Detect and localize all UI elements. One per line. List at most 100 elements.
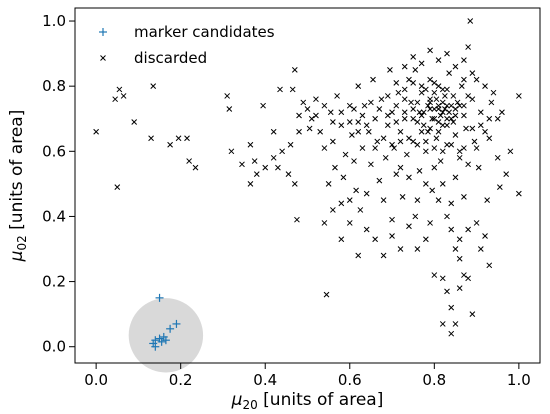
data-point-discarded [461,272,467,278]
data-point-discarded [363,226,370,233]
data-point-discarded [317,128,324,135]
data-point-discarded [410,115,417,122]
data-point-discarded [401,86,408,93]
data-point-discarded [439,148,446,155]
data-point-discarded [304,106,311,112]
data-point-discarded [494,154,501,161]
data-point-discarded [397,138,404,145]
data-point-discarded [346,220,353,226]
data-point-discarded [338,200,345,207]
data-point-discarded [186,158,192,164]
data-point-discarded [450,93,457,99]
data-point-discarded [444,115,450,122]
data-point-discarded [486,135,493,142]
data-point-discarded [452,174,459,181]
data-point-discarded [439,275,446,282]
data-point-discarded [342,151,349,158]
y-tick-label: 1.0 [42,12,66,30]
data-point-discarded [452,106,459,112]
data-point-discarded [393,80,400,86]
data-point-discarded [425,102,431,109]
data-point-discarded [401,109,408,116]
data-point-discarded [410,106,417,112]
data-point-discarded [414,246,421,252]
data-point-discarded [418,83,425,90]
highlight-circle [128,298,204,373]
data-point-discarded [397,246,404,252]
data-point-discarded [363,190,370,197]
data-point-discarded [387,67,393,73]
data-point-discarded [488,99,495,106]
data-point-discarded [454,99,461,106]
data-point-discarded [247,181,254,187]
data-point-discarded [420,122,427,129]
data-point-discarded [482,128,488,135]
data-point-discarded [418,89,425,96]
data-point-discarded [442,106,448,112]
data-point-discarded [389,216,395,223]
data-point-discarded [325,181,332,187]
legend-marker-candidates-symbol [99,28,107,36]
data-point-discarded [427,125,433,132]
data-point-discarded [456,236,463,243]
data-point-discarded [465,93,471,99]
data-point-marker-candidate [157,337,166,346]
data-point-discarded [363,122,370,129]
y-tick-label: 0.6 [42,142,66,160]
data-point-discarded [226,106,233,112]
data-point-discarded [461,76,467,83]
data-point-discarded [439,181,446,187]
data-point-discarded [439,99,446,106]
data-point-marker-candidate [166,324,175,333]
data-point-discarded [469,96,476,103]
data-point-discarded [439,321,446,327]
data-point-discarded [406,174,412,181]
data-point-discarded [482,83,488,90]
data-point-discarded [308,115,315,122]
legend-label-marker-candidates: marker candidates [134,23,275,41]
data-point-discarded [401,115,408,122]
data-point-discarded [93,128,99,135]
data-point-discarded [391,145,398,151]
data-point-discarded [346,197,353,204]
data-point-discarded [431,106,438,112]
data-point-discarded [397,128,404,135]
data-point-discarded [431,164,438,171]
data-point-discarded [448,115,455,122]
data-point-discarded [437,158,444,164]
data-point-discarded [359,112,366,119]
data-point-discarded [346,102,353,109]
data-point-discarded [427,220,433,226]
data-point-discarded [131,119,138,125]
data-point-discarded [289,86,296,93]
data-point-discarded [465,161,471,168]
data-point-discarded [446,109,452,116]
data-point-discarded [435,57,442,63]
data-point-discarded [439,122,446,129]
data-point-discarded [378,96,385,103]
data-point-discarded [380,197,387,204]
data-point-discarded [412,67,419,73]
data-point-discarded [351,158,357,164]
data-point-discarded [382,154,389,161]
data-point-discarded [420,109,427,116]
data-point-discarded [262,164,269,171]
data-point-discarded [332,164,338,171]
data-point-discarded [433,96,440,103]
data-point-discarded [401,63,408,70]
data-point-discarded [384,93,391,99]
data-point-discarded [334,93,340,99]
data-point-discarded [270,128,277,135]
x-tick-label: 1.0 [507,371,531,389]
data-point-discarded [452,63,459,70]
data-point-discarded [401,96,408,103]
data-point-discarded [351,106,357,112]
data-point-discarded [475,164,482,171]
data-point-discarded [499,109,505,116]
data-point-discarded [321,145,328,151]
data-point-discarded [393,119,400,125]
data-point-discarded [380,135,387,142]
data-point-discarded [456,148,463,155]
data-point-discarded [482,233,488,239]
data-point-discarded [414,99,421,106]
